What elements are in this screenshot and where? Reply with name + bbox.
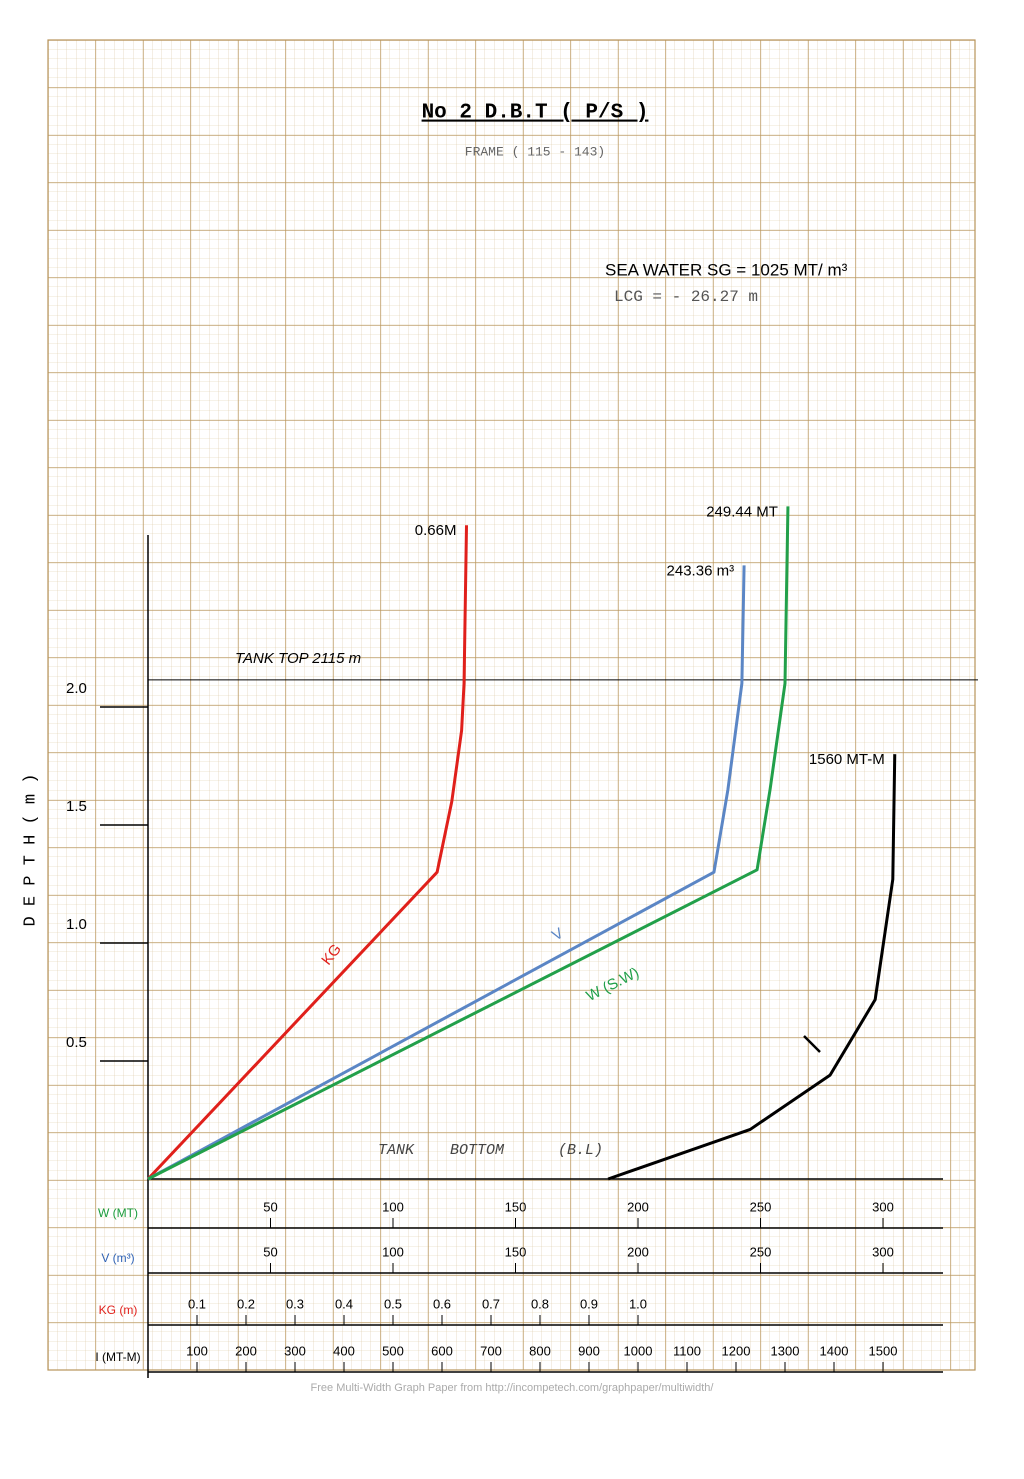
x-tick-label: 250 <box>750 1244 772 1259</box>
series-line <box>146 525 468 1181</box>
x-tick-label: 1300 <box>771 1343 800 1358</box>
x-axis-label: V (m³) <box>101 1251 134 1265</box>
x-tick-label: 300 <box>284 1343 306 1358</box>
graph-paper-major <box>47 39 976 1371</box>
x-tick-label: 200 <box>627 1199 649 1214</box>
reference-label: TANK BOTTOM (B.L) <box>378 1142 603 1159</box>
x-tick-label: 0.2 <box>237 1296 255 1311</box>
end-label: 1560 MT-M <box>809 751 885 768</box>
x-tick-label: 150 <box>505 1244 527 1259</box>
x-axis-label: KG (m) <box>99 1303 138 1317</box>
annotation: SEA WATER SG = 1025 MT/ m³ <box>605 260 848 279</box>
chart-subtitle: FRAME ( 115 - 143) <box>465 144 605 159</box>
x-tick-label: 800 <box>529 1343 551 1358</box>
x-tick-label: 1000 <box>624 1343 653 1358</box>
end-label: 0.66M <box>415 522 457 539</box>
x-tick-label: 300 <box>872 1244 894 1259</box>
x-tick-label: 100 <box>382 1244 404 1259</box>
x-tick-label: 50 <box>263 1199 277 1214</box>
x-tick-label: 600 <box>431 1343 453 1358</box>
x-tick-label: 200 <box>627 1244 649 1259</box>
y-tick-label: 1.0 <box>66 916 87 933</box>
x-tick-label: 1.0 <box>629 1296 647 1311</box>
x-tick-label: 250 <box>750 1199 772 1214</box>
x-tick-label: 0.4 <box>335 1296 353 1311</box>
x-tick-label: 0.1 <box>188 1296 206 1311</box>
x-tick-label: 900 <box>578 1343 600 1358</box>
x-tick-label: 0.3 <box>286 1296 304 1311</box>
x-tick-label: 0.6 <box>433 1296 451 1311</box>
x-tick-label: 1200 <box>722 1343 751 1358</box>
series-line <box>147 506 790 1181</box>
x-tick-label: 500 <box>382 1343 404 1358</box>
x-tick-label: 1400 <box>820 1343 849 1358</box>
footer: Free Multi-Width Graph Paper from http:/… <box>311 1382 715 1394</box>
series-line <box>147 565 746 1181</box>
y-tick-label: 2.0 <box>66 680 87 697</box>
x-tick-label: 1100 <box>673 1343 701 1358</box>
annotation: LCG = - 26.27 m <box>614 288 758 306</box>
x-tick-label: 0.8 <box>531 1296 549 1311</box>
x-tick-label: 1500 <box>869 1343 898 1358</box>
y-tick-label: 1.5 <box>66 798 87 815</box>
x-tick-label: 0.7 <box>482 1296 500 1311</box>
curve-marker <box>803 1035 821 1053</box>
x-axis-label: I (MT-M) <box>95 1350 140 1364</box>
end-label: 249.44 MT <box>706 503 778 520</box>
y-axis-label: D E P T H ( m ) <box>21 773 40 926</box>
y-tick-label: 0.5 <box>66 1034 87 1051</box>
x-tick-label: 700 <box>480 1343 502 1358</box>
x-tick-label: 0.9 <box>580 1296 598 1311</box>
reference-label: TANK TOP 2115 m <box>235 650 361 667</box>
x-tick-label: 300 <box>872 1199 894 1214</box>
end-label: 243.36 m³ <box>667 562 735 579</box>
chart-title: No 2 D.B.T ( P/S ) <box>422 102 649 125</box>
x-tick-label: 0.5 <box>384 1296 402 1311</box>
x-tick-label: 50 <box>263 1244 277 1259</box>
x-axis-label: W (MT) <box>98 1206 138 1220</box>
series-line <box>607 754 897 1181</box>
x-tick-label: 100 <box>186 1343 208 1358</box>
x-tick-label: 400 <box>333 1343 355 1358</box>
x-tick-label: 150 <box>505 1199 527 1214</box>
x-tick-label: 100 <box>382 1199 404 1214</box>
x-tick-label: 200 <box>235 1343 257 1358</box>
